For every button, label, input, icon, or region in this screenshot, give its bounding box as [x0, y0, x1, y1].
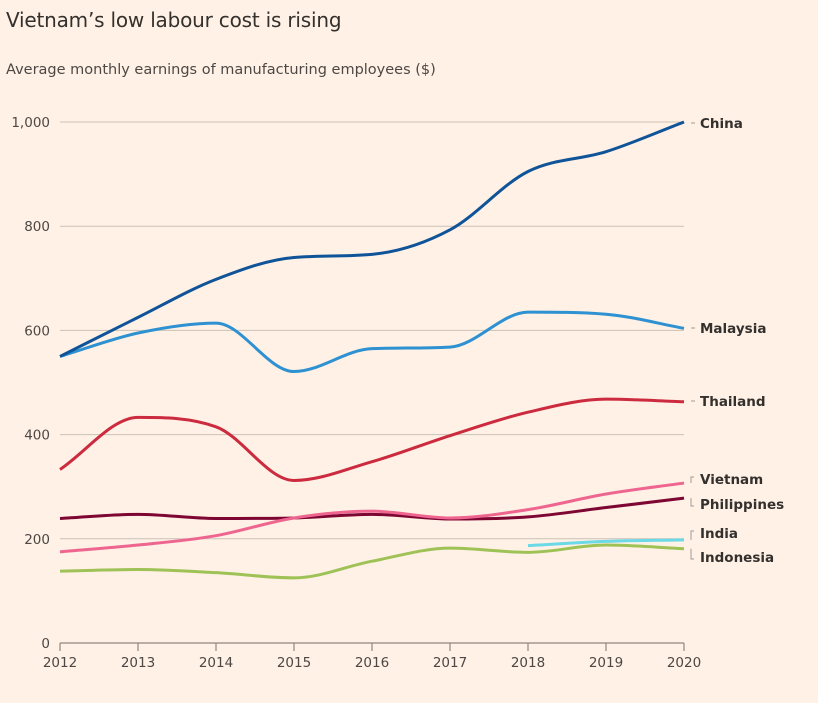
label-leader-philippines [690, 498, 694, 507]
series-line-india [527, 538, 685, 548]
y-tick-label: 1,000 [11, 115, 50, 131]
series-line-vietnam [59, 481, 685, 554]
y-tick-label: 200 [24, 532, 50, 548]
x-tick-label: 2020 [667, 655, 701, 671]
label-leader-vietnam [690, 476, 694, 484]
series-line-china [59, 120, 685, 358]
label-leader-indonesia [690, 548, 694, 560]
x-tick-label: 2013 [121, 655, 155, 671]
y-axis-labels: 0 200 400 600 800 1,000 [11, 115, 50, 652]
y-tick-label: 400 [24, 428, 50, 444]
y-tick-label: 0 [41, 636, 50, 652]
x-tick-label: 2014 [199, 655, 233, 671]
x-tick-label: 2012 [43, 655, 77, 671]
gridlines [60, 121, 684, 540]
series-lines [59, 120, 685, 580]
x-tick-label: 2018 [511, 655, 545, 671]
series-line-thailand [59, 397, 685, 482]
chart-subtitle: Average monthly earnings of manufacturin… [6, 62, 436, 78]
series-line-malaysia [59, 310, 685, 374]
y-tick-label: 800 [24, 219, 50, 235]
label-leader-india [690, 530, 694, 540]
series-line-philippines [59, 496, 685, 521]
series-label-vietnam: Vietnam [700, 472, 763, 488]
x-tick-label: 2016 [355, 655, 389, 671]
series-line-indonesia [59, 543, 685, 580]
series-label-malaysia: Malaysia [700, 321, 766, 337]
series-label-china: China [700, 116, 743, 132]
series-label-philippines: Philippines [700, 497, 784, 513]
x-axis: 2012 2013 2014 2015 2016 2017 2018 2019 2020 [43, 642, 701, 671]
y-tick-label: 600 [24, 323, 50, 339]
series-labels: China Malaysia Thailand Vietnam Philippines I… [690, 116, 784, 566]
x-tick-label: 2015 [277, 655, 311, 671]
series-label-india: India [700, 526, 738, 542]
x-tick-label: 2019 [589, 655, 623, 671]
series-label-indonesia: Indonesia [700, 550, 774, 566]
series-label-thailand: Thailand [700, 394, 766, 410]
chart-title: Vietnam’s low labour cost is rising [6, 8, 342, 32]
x-tick-label: 2017 [433, 655, 467, 671]
